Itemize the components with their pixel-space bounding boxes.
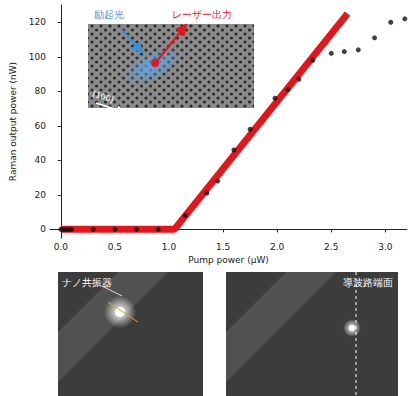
svg-text:80: 80 [35,86,47,96]
svg-text:20: 20 [35,190,47,200]
svg-text:[100]: [100] [91,89,114,104]
svg-text:励起光: 励起光 [94,9,124,20]
svg-text:レーザー出力: レーザー出力 [172,9,232,20]
svg-text:0: 0 [40,224,46,234]
svg-text:40: 40 [35,155,47,165]
svg-text:Pump power (μW): Pump power (μW) [188,255,269,265]
svg-text:2.5: 2.5 [324,242,338,252]
svg-text:Raman output power (nW): Raman output power (nW) [8,62,18,181]
svg-text:導波路端面: 導波路端面 [343,277,393,288]
svg-text:120: 120 [29,17,46,27]
svg-text:1.5: 1.5 [216,242,230,252]
svg-text:0.0: 0.0 [54,242,69,252]
svg-text:ナノ共振器: ナノ共振器 [62,277,112,288]
svg-text:2.0: 2.0 [270,242,285,252]
svg-text:1.0: 1.0 [162,242,177,252]
svg-text:100: 100 [29,52,46,62]
svg-text:0.5: 0.5 [108,242,122,252]
svg-text:60: 60 [35,121,47,131]
svg-text:3.0: 3.0 [378,242,393,252]
